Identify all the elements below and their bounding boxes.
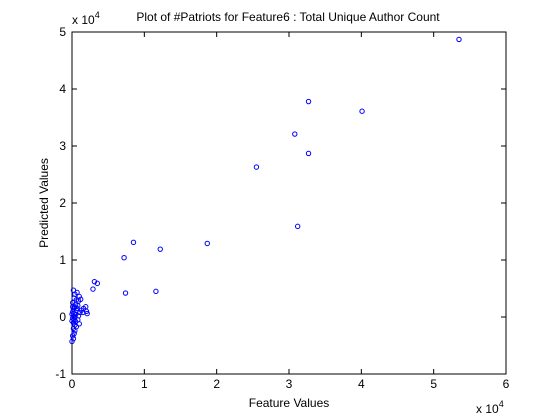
x-axis-ticks: 0 1 2 3 4 5 6 [69, 32, 510, 391]
data-point [294, 223, 301, 230]
x-tick-label: 3 [286, 377, 293, 391]
data-point [70, 333, 76, 339]
data-point [130, 239, 137, 246]
x-tick-label: 1 [141, 377, 148, 391]
data-point [72, 327, 78, 334]
data-point [69, 318, 75, 324]
chart-title: Plot of #Patriots for Feature6 : Total U… [136, 10, 440, 24]
data-point [121, 255, 127, 261]
y-tick-label: 3 [59, 139, 66, 153]
x-axis-multiplier-base: x 10 [476, 402, 499, 416]
data-point [305, 150, 312, 157]
data-point [204, 240, 210, 247]
x-tick-label: 6 [503, 377, 510, 391]
y-axis-ticks: -1 0 1 2 3 4 5 [55, 25, 506, 381]
data-point [70, 304, 76, 310]
data-point [77, 309, 83, 316]
y-tick-label: 2 [59, 196, 66, 210]
y-tick-label: 5 [59, 25, 66, 39]
data-point [122, 290, 129, 296]
data-point [456, 36, 462, 43]
data-point [69, 338, 75, 345]
data-point [253, 164, 260, 170]
data-point [70, 335, 77, 342]
data-point [71, 295, 77, 301]
plot-area-frame [71, 31, 507, 375]
y-tick-label: 1 [59, 253, 66, 267]
data-point [91, 278, 98, 285]
data-point [69, 311, 75, 317]
y-axis-multiplier-base: x 10 [72, 13, 95, 27]
y-tick-label: 4 [59, 82, 66, 96]
x-axis-label: Feature Values [249, 396, 330, 410]
y-tick-label: -1 [55, 367, 66, 381]
x-tick-label: 4 [358, 377, 365, 391]
y-axis-multiplier-exponent: 4 [95, 10, 100, 20]
data-points [69, 36, 462, 345]
x-tick-label: 0 [69, 377, 76, 391]
data-point [292, 131, 298, 137]
data-point [76, 321, 82, 327]
x-tick-label: 2 [213, 377, 220, 391]
x-axis-multiplier: x 104 [476, 399, 504, 416]
data-point [153, 288, 159, 295]
data-point [359, 108, 365, 114]
y-axis-multiplier: x 104 [72, 10, 100, 27]
data-point [74, 305, 80, 312]
y-axis-label: Predicted Values [37, 158, 51, 248]
data-point [305, 98, 312, 105]
data-point [90, 286, 96, 292]
y-tick-label: 0 [59, 310, 66, 324]
data-point [157, 246, 163, 252]
x-tick-label: 5 [430, 377, 437, 391]
x-axis-multiplier-exponent: 4 [499, 399, 504, 409]
data-point [74, 289, 80, 296]
